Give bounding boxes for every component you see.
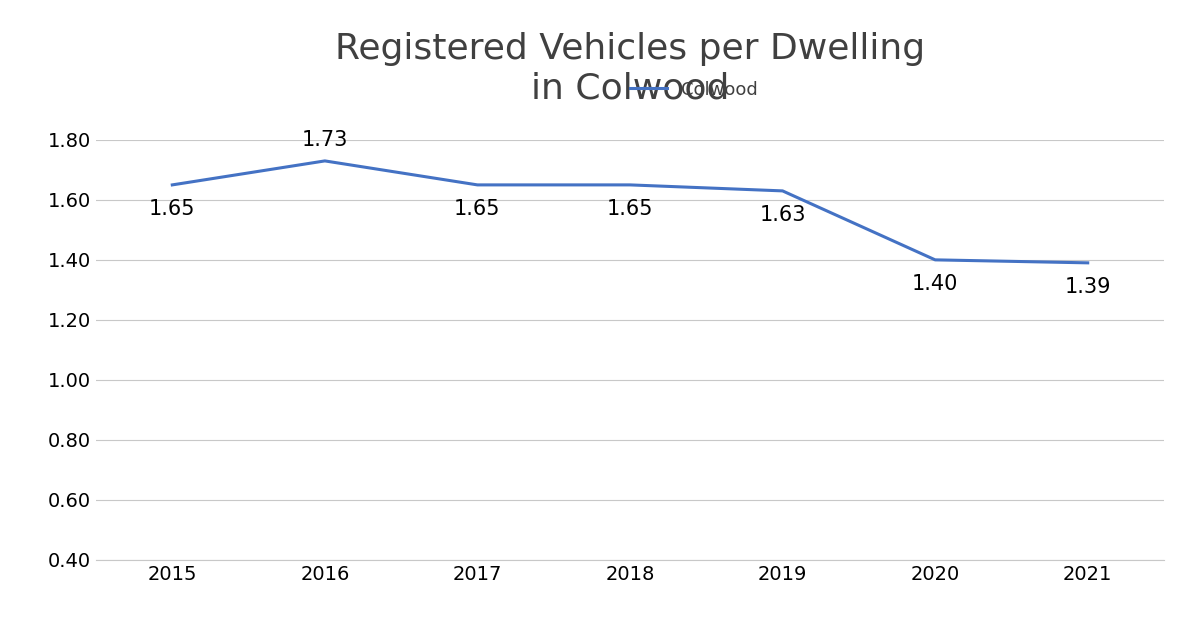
Text: 1.40: 1.40 — [912, 273, 959, 294]
Text: 1.65: 1.65 — [454, 199, 500, 219]
Text: 1.39: 1.39 — [1064, 277, 1111, 297]
Colwood — [1080, 259, 1094, 266]
Legend: Colwood: Colwood — [623, 73, 764, 106]
Colwood — [166, 181, 180, 189]
Text: 1.65: 1.65 — [607, 199, 653, 219]
Title: Registered Vehicles per Dwelling
in Colwood: Registered Vehicles per Dwelling in Colw… — [335, 32, 925, 105]
Colwood — [470, 181, 485, 189]
Colwood — [775, 187, 790, 195]
Line: Colwood: Colwood — [173, 161, 1087, 263]
Text: 1.63: 1.63 — [760, 205, 806, 225]
Text: 1.73: 1.73 — [301, 130, 348, 150]
Text: 1.65: 1.65 — [149, 199, 196, 219]
Colwood — [318, 157, 332, 165]
Colwood — [623, 181, 637, 189]
Colwood — [928, 256, 942, 264]
